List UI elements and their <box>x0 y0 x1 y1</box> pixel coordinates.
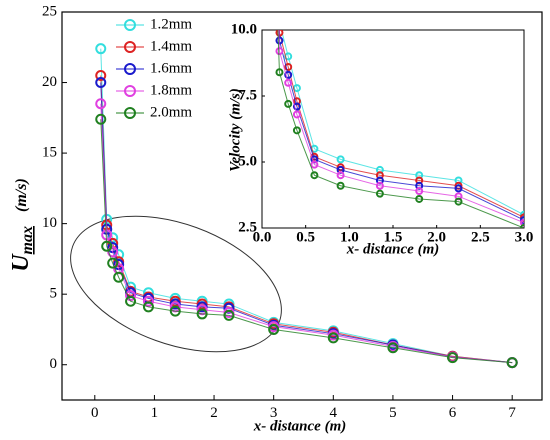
series-line <box>278 30 524 224</box>
x-tick-label: 4 <box>330 405 338 421</box>
y-tick-label: 5 <box>50 286 58 302</box>
data-point <box>107 257 119 269</box>
data-point <box>125 290 137 302</box>
data-point <box>415 187 424 196</box>
legend-marker <box>124 41 136 53</box>
data-point <box>327 332 339 344</box>
x-tick-label: 2.0 <box>427 229 446 245</box>
data-point <box>284 70 293 79</box>
data-point <box>520 218 524 227</box>
y-tick-label: 7.5 <box>238 87 257 103</box>
highlight-ellipse <box>70 215 282 353</box>
data-point <box>275 47 284 56</box>
y-tick-label: 10.0 <box>231 21 257 37</box>
data-point <box>454 184 463 193</box>
y-tick-label: 25 <box>42 3 57 19</box>
x-tick-label: 2 <box>210 405 218 421</box>
data-point <box>387 342 399 354</box>
data-point <box>169 305 181 317</box>
data-point <box>95 43 107 55</box>
x-tick-label: 1.5 <box>384 229 403 245</box>
y-axis-label: Umax (m/s) <box>8 178 36 272</box>
data-point <box>292 110 301 119</box>
series-line <box>278 30 524 221</box>
series-line <box>278 30 524 218</box>
data-point <box>506 357 518 369</box>
legend-marker <box>124 19 136 31</box>
data-point <box>284 99 293 108</box>
x-axis-label: x- distance (m) <box>253 418 346 434</box>
series-line <box>277 30 524 228</box>
legend-label: 2.0mm <box>150 104 192 120</box>
data-point <box>284 62 293 71</box>
data-point <box>310 160 319 169</box>
data-point <box>284 78 293 87</box>
y-tick-label: 5.0 <box>238 153 257 169</box>
y-tick-label: 15 <box>42 145 57 161</box>
data-point <box>336 181 345 190</box>
data-point <box>142 295 154 307</box>
legend-marker <box>124 107 136 119</box>
x-tick-label: 3.0 <box>515 229 534 245</box>
series-line <box>100 103 513 364</box>
plot-area <box>95 43 518 369</box>
data-point <box>268 323 280 335</box>
data-point <box>447 352 459 364</box>
series-line <box>100 48 513 364</box>
y-tick-label: 20 <box>42 74 57 90</box>
x-tick-label: 0 <box>91 405 99 421</box>
data-point <box>375 181 384 190</box>
y-tick-label: 10 <box>42 215 57 231</box>
legend-marker <box>124 63 136 75</box>
plot-frame <box>61 11 543 401</box>
data-point <box>292 102 301 111</box>
data-point <box>223 309 235 321</box>
y-label-sub: max <box>19 226 36 254</box>
series-line <box>280 30 524 216</box>
y-tick-label: 0 <box>50 356 58 372</box>
data-point <box>336 155 345 164</box>
y-label-main: U <box>8 253 34 272</box>
x-tick-label: 3 <box>270 405 278 421</box>
data-point <box>113 271 125 283</box>
legend-label: 1.2mm <box>150 16 192 32</box>
data-point <box>375 189 384 198</box>
data-point <box>310 171 319 180</box>
inset-y-label: Velocity (m/s) <box>227 88 243 172</box>
legend-label: 1.4mm <box>150 38 192 54</box>
data-point <box>142 301 154 313</box>
x-tick-label: 1 <box>151 405 159 421</box>
data-point <box>292 126 301 135</box>
data-point <box>336 171 345 180</box>
y-label-unit: (m/s) <box>13 178 30 212</box>
y-tick-label: 2.5 <box>238 219 257 235</box>
legend-marker <box>124 85 136 97</box>
data-point <box>95 69 107 81</box>
data-point <box>276 19 282 25</box>
data-point <box>95 98 107 110</box>
legend-label: 1.6mm <box>150 60 192 76</box>
series-line <box>100 82 513 364</box>
x-tick-label: 0.5 <box>296 229 315 245</box>
data-point <box>95 77 107 89</box>
x-tick-label: 7 <box>508 405 516 421</box>
x-tick-label: 1.0 <box>340 229 359 245</box>
data-point <box>275 68 284 77</box>
legend-label: 1.8mm <box>150 82 192 98</box>
data-point <box>454 197 463 206</box>
x-tick-label: 0.0 <box>253 229 272 245</box>
x-tick-label: 5 <box>389 405 397 421</box>
data-point <box>415 194 424 203</box>
data-point <box>196 308 208 320</box>
data-point <box>101 240 113 252</box>
data-point <box>95 113 107 125</box>
series-line <box>100 119 513 364</box>
inset-x-label: x- distance (m) <box>346 241 439 257</box>
data-point <box>125 295 137 307</box>
x-tick-label: 6 <box>449 405 457 421</box>
x-tick-label: 2.5 <box>471 229 490 245</box>
plot-area <box>275 19 524 228</box>
